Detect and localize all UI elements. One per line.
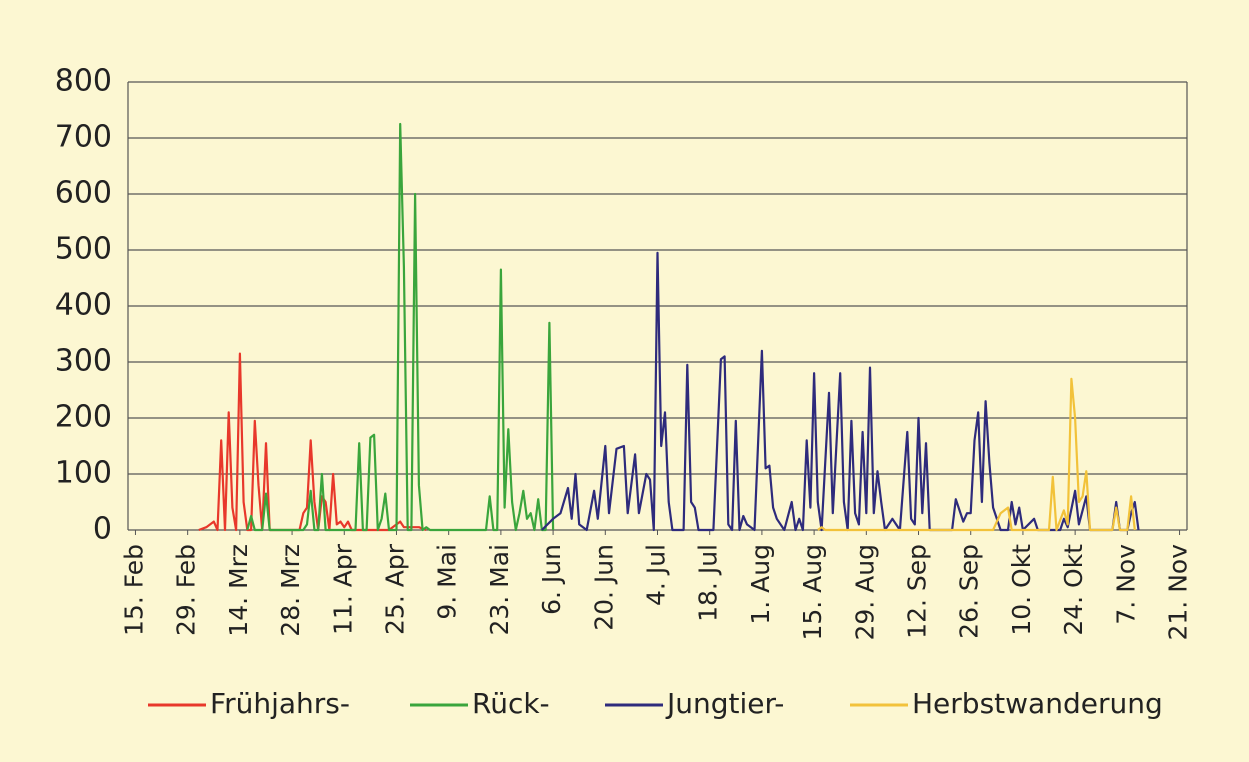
y-tick-label: 500 xyxy=(55,232,112,267)
x-tick-label: 11. Apr xyxy=(328,543,357,635)
y-tick-label: 600 xyxy=(55,176,112,211)
series-line xyxy=(541,251,1140,532)
y-tick-label: 300 xyxy=(55,344,112,379)
x-tick-label: 6. Jun xyxy=(537,544,566,615)
x-tick-label: 24. Okt xyxy=(1059,544,1088,636)
series-line xyxy=(817,377,1136,532)
x-tick-label: 12. Sep xyxy=(903,544,932,639)
x-tick-label: 18. Jul xyxy=(694,544,723,622)
x-tick-label: 28. Mrz xyxy=(276,544,305,637)
x-tick-label: 21. Nov xyxy=(1164,544,1193,641)
x-tick-label: 15. Aug xyxy=(798,544,827,641)
x-tick-label: 29. Aug xyxy=(850,544,879,641)
y-tick-label: 100 xyxy=(55,456,112,491)
x-tick-label: 29. Feb xyxy=(172,544,201,636)
series-line xyxy=(198,352,427,532)
x-tick-label: 4. Jul xyxy=(642,544,671,606)
legend-label: Herbstwanderung xyxy=(912,687,1163,720)
x-tick-label: 25. Apr xyxy=(380,543,409,635)
legend-label: Jungtier- xyxy=(665,687,784,720)
x-tick-label: 9. Mai xyxy=(433,544,462,620)
x-tick-label: 1. Aug xyxy=(746,544,775,625)
legend-label: Frühjahrs- xyxy=(210,687,350,720)
y-tick-label: 700 xyxy=(55,120,112,155)
x-tick-label: 10. Okt xyxy=(1007,544,1036,636)
legend-label: Rück- xyxy=(472,687,550,720)
y-tick-label: 200 xyxy=(55,400,112,435)
x-tick-label: 26. Sep xyxy=(955,544,984,639)
x-tick-label: 20. Jun xyxy=(589,544,618,631)
x-tick-label: 7. Nov xyxy=(1111,544,1140,625)
y-tick-label: 400 xyxy=(55,288,112,323)
x-tick-label: 15. Feb xyxy=(119,544,148,636)
y-tick-label: 800 xyxy=(55,64,112,99)
x-tick-label: 23. Mai xyxy=(485,544,514,636)
x-tick-label: 14. Mrz xyxy=(224,544,253,637)
y-tick-label: 0 xyxy=(93,512,112,547)
series-line xyxy=(246,122,555,532)
